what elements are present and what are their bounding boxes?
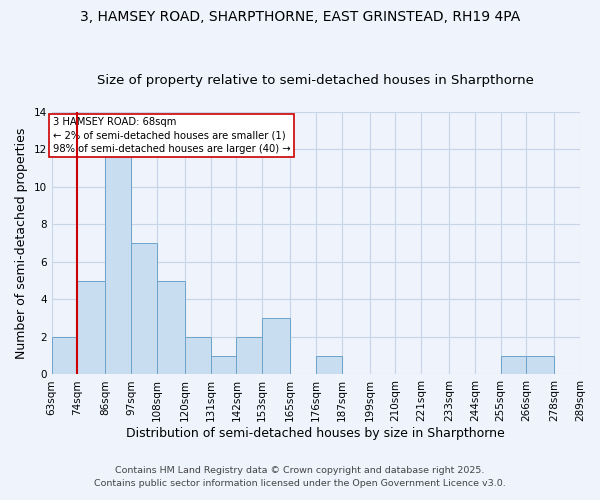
Bar [236, 337, 262, 374]
Bar [106, 150, 131, 374]
Text: 3, HAMSEY ROAD, SHARPTHORNE, EAST GRINSTEAD, RH19 4PA: 3, HAMSEY ROAD, SHARPTHORNE, EAST GRINST… [80, 10, 520, 24]
Title: Size of property relative to semi-detached houses in Sharpthorne: Size of property relative to semi-detach… [97, 74, 534, 87]
Bar [262, 318, 290, 374]
Y-axis label: Number of semi-detached properties: Number of semi-detached properties [15, 128, 28, 359]
Bar [52, 337, 77, 374]
Text: 3 HAMSEY ROAD: 68sqm
← 2% of semi-detached houses are smaller (1)
98% of semi-de: 3 HAMSEY ROAD: 68sqm ← 2% of semi-detach… [53, 118, 290, 154]
Text: Contains HM Land Registry data © Crown copyright and database right 2025.
Contai: Contains HM Land Registry data © Crown c… [94, 466, 506, 487]
Bar [316, 356, 341, 374]
Bar [185, 337, 211, 374]
Bar [131, 243, 157, 374]
Bar [77, 280, 106, 374]
X-axis label: Distribution of semi-detached houses by size in Sharpthorne: Distribution of semi-detached houses by … [127, 427, 505, 440]
Bar [211, 356, 236, 374]
Bar [526, 356, 554, 374]
Bar [500, 356, 526, 374]
Bar [157, 280, 185, 374]
